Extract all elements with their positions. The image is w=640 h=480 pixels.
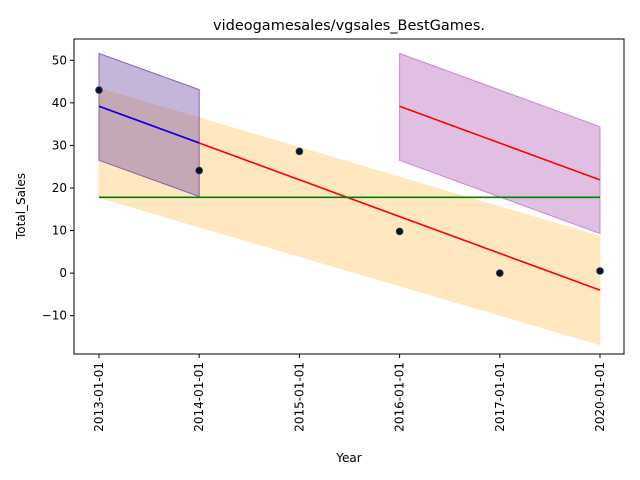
plot-frame (73, 38, 625, 355)
y-tick-label-4: 20 (52, 181, 67, 195)
y-tick-label-3: 10 (52, 224, 67, 238)
chart-title: videogamesales/vgsales_BestGames. (213, 18, 485, 34)
y-tick-label-5: 30 (52, 138, 67, 152)
x-tick-label-2: 2014-01-01 (192, 362, 206, 432)
data-point-2 (195, 166, 204, 175)
y-tick-label-7: 50 (52, 53, 67, 67)
x-tick-label-3: 2015-01-01 (292, 362, 306, 432)
y-tick-label-2: 0 (59, 266, 67, 280)
data-point-5 (495, 269, 504, 277)
data-point-1 (95, 86, 103, 94)
y-axis-ticks: −10 0 10 20 30 40 50 (42, 53, 74, 323)
data-point-4 (395, 227, 404, 236)
x-tick-label-5: 2017-01-01 (493, 362, 507, 432)
trend-line-2 (399, 105, 601, 181)
data-point-6 (596, 267, 604, 275)
x-tick-label-6: 2020-01-01 (593, 362, 607, 432)
data-point-3 (295, 147, 304, 156)
y-tick-label-1: −10 (42, 309, 67, 323)
x-axis-label: Year (335, 451, 361, 465)
x-axis-ticks: 2013-01-01 2014-01-01 2015-01-01 2016-01-01… (92, 354, 607, 432)
trend-lines (98, 105, 601, 291)
data-points (95, 86, 604, 277)
x-tick-label-1: 2013-01-01 (92, 362, 106, 432)
trend-line-3 (98, 105, 200, 144)
x-tick-label-4: 2016-01-01 (393, 362, 407, 432)
y-tick-label-6: 40 (52, 96, 67, 110)
y-axis-label: Total_Sales (14, 173, 28, 240)
